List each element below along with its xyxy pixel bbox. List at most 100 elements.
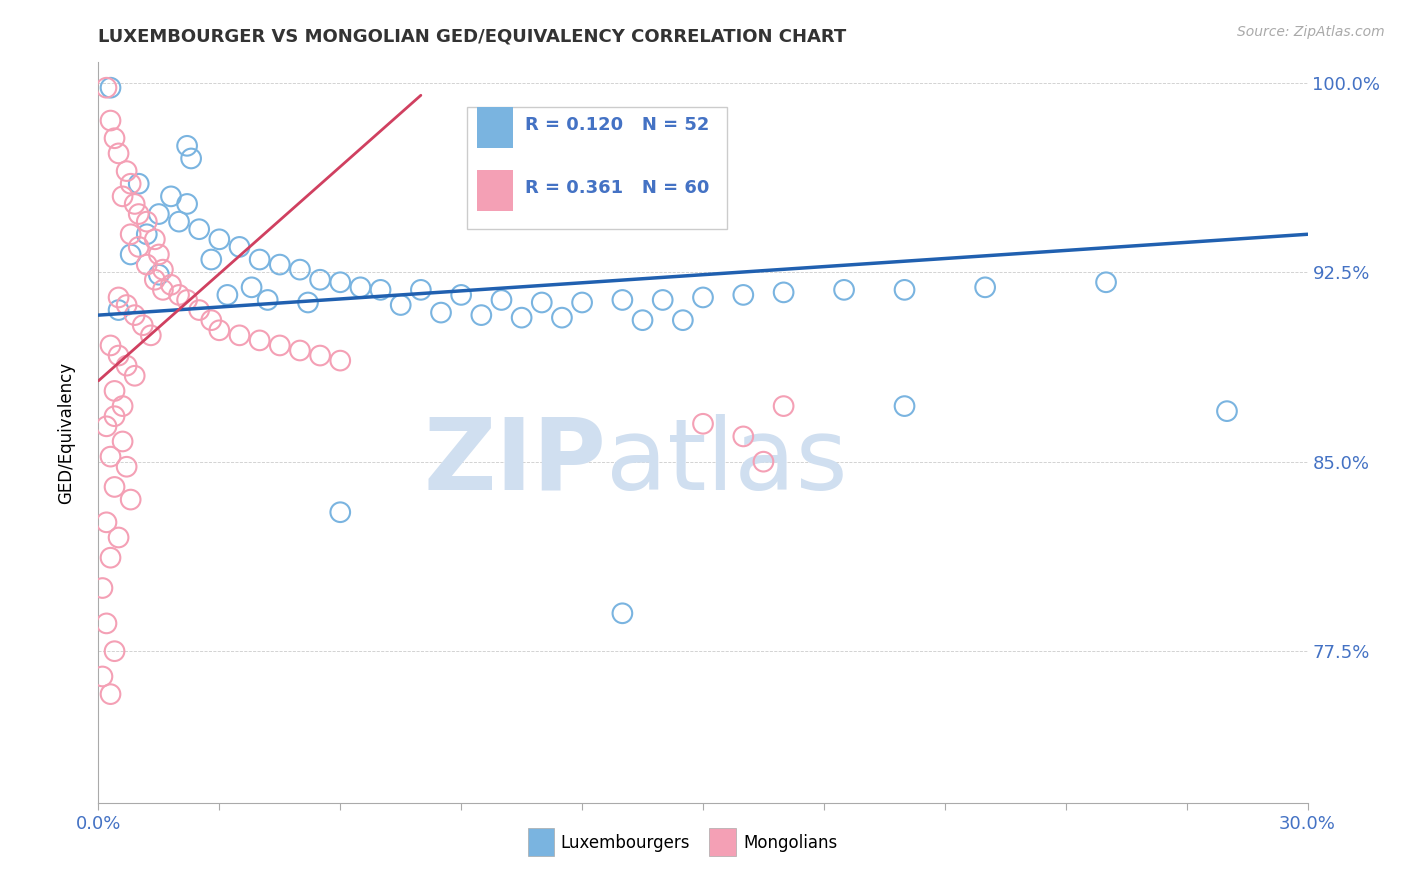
Point [510,310,533,325]
Point [772,285,794,300]
Point [103,384,125,398]
Point [1095,275,1118,289]
Point [143,232,166,246]
Point [309,349,332,363]
Point [1216,404,1239,418]
Point [111,434,134,449]
Point [167,288,190,302]
Point [370,283,392,297]
Point [752,455,775,469]
Point [692,417,714,431]
Point [103,131,125,145]
Text: Mongolians: Mongolians [742,834,837,852]
Point [893,283,915,297]
Point [135,214,157,228]
Point [208,232,231,246]
Y-axis label: GED/Equivalency: GED/Equivalency [56,361,75,504]
Point [772,399,794,413]
Point [329,353,352,368]
Point [124,368,146,383]
Bar [527,828,554,856]
Point [115,459,138,474]
Point [651,293,673,307]
Point [96,616,118,631]
Text: R = 0.120   N = 52: R = 0.120 N = 52 [526,116,710,135]
Point [256,293,278,307]
Point [893,399,915,413]
Point [135,227,157,242]
Point [269,338,291,352]
Point [107,531,129,545]
Point [672,313,695,327]
Bar [709,828,735,856]
Point [217,288,239,302]
Point [176,293,198,307]
Point [249,334,271,348]
Point [329,275,352,289]
Point [200,313,222,327]
Point [176,138,198,153]
Point [124,197,146,211]
Point [152,262,174,277]
Point [128,177,150,191]
Point [100,113,122,128]
Point [128,240,150,254]
Point [249,252,271,267]
Point [160,277,183,292]
Text: ZIP: ZIP [423,414,606,511]
Point [269,258,291,272]
Point [152,283,174,297]
Point [115,164,138,178]
Point [200,252,222,267]
Point [148,207,170,221]
Text: Luxembourgers: Luxembourgers [561,834,690,852]
Point [120,247,142,261]
Point [120,177,142,191]
Point [430,305,453,319]
Point [120,227,142,242]
Point [103,644,125,658]
Point [470,308,492,322]
Bar [477,169,513,211]
Point [103,409,125,424]
Point [240,280,263,294]
Point [288,343,311,358]
Point [208,323,231,337]
Point [100,550,122,565]
Point [288,262,311,277]
Point [135,258,157,272]
Point [491,293,513,307]
Point [612,607,634,621]
Point [132,318,155,333]
Point [228,328,250,343]
Point [107,303,129,318]
Point [107,290,129,304]
Point [115,298,138,312]
Point [176,197,198,211]
Point [96,516,118,530]
Text: atlas: atlas [606,414,848,511]
Point [733,429,755,443]
Point [631,313,654,327]
Point [450,288,472,302]
Point [96,80,118,95]
Point [733,288,755,302]
Point [551,310,574,325]
Point [124,308,146,322]
Text: Source: ZipAtlas.com: Source: ZipAtlas.com [1237,25,1385,39]
Point [91,581,114,595]
Point [100,450,122,464]
Point [180,152,202,166]
Point [228,240,250,254]
Point [120,492,142,507]
Point [612,293,634,307]
Point [309,273,332,287]
Point [143,273,166,287]
Point [188,303,211,318]
Point [107,146,129,161]
Point [100,338,122,352]
Point [832,283,855,297]
Point [389,298,412,312]
Point [188,222,211,236]
Point [297,295,319,310]
